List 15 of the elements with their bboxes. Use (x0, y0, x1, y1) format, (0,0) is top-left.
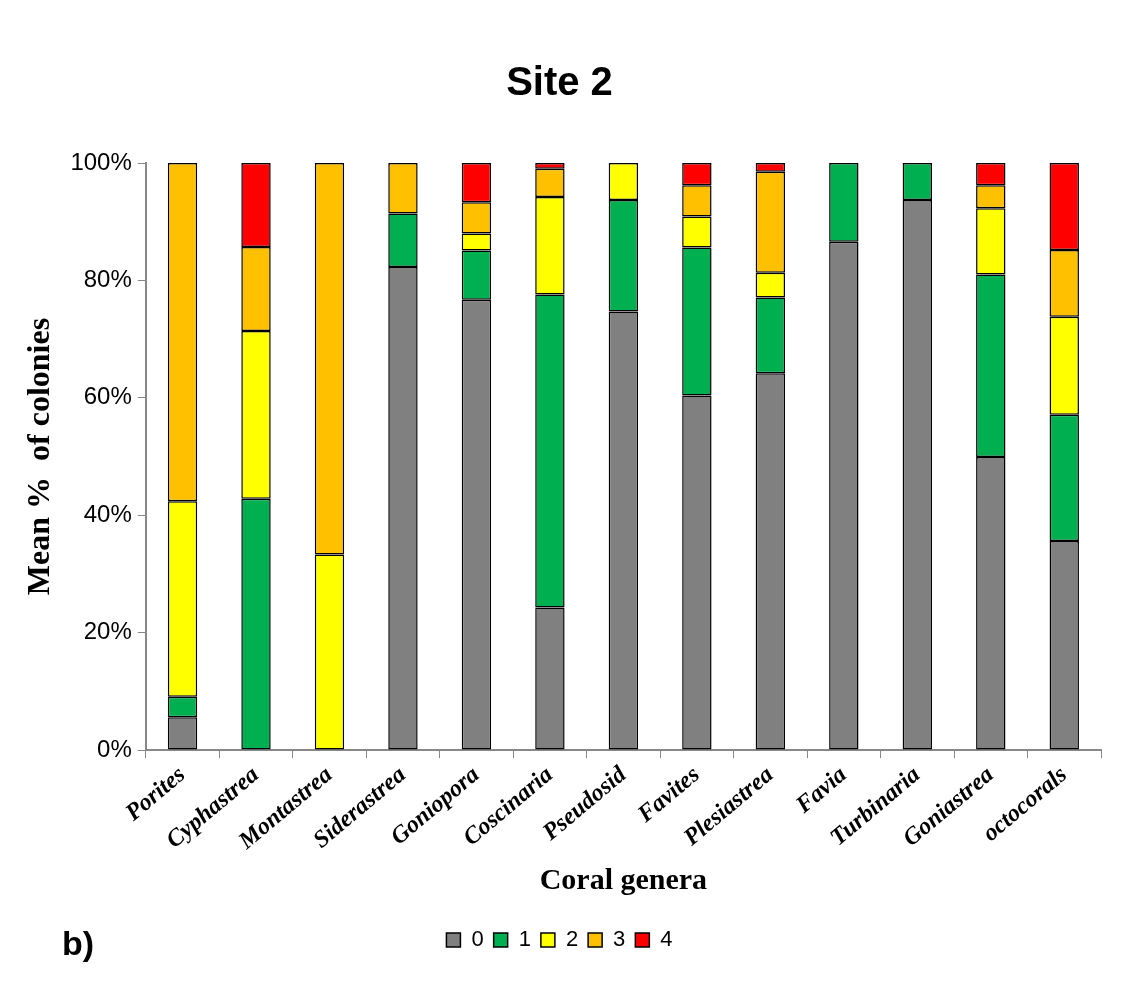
y-tick-label: 100% (70, 147, 132, 175)
y-tick-label: 0% (97, 734, 132, 762)
y-axis-title: Mean % of colonies (20, 317, 57, 596)
x-axis-title: Coral genera (539, 861, 708, 895)
legend-label: 1 (518, 926, 531, 952)
y-tick-label: 80% (83, 265, 132, 293)
y-tick-label: 40% (83, 499, 132, 527)
text: b) (62, 924, 95, 962)
y-tick-label: 20% (83, 617, 132, 645)
legend-label: 4 (660, 926, 673, 952)
legend-label: 0 (471, 926, 484, 952)
legend-label: 2 (565, 926, 579, 952)
y-tick-label: 60% (83, 382, 132, 410)
chart-title: Site 2 (506, 59, 613, 104)
legend-label: 3 (613, 926, 626, 952)
